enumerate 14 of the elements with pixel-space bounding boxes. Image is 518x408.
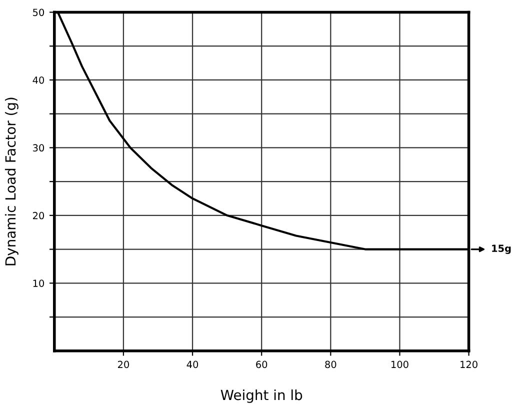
x-tick-label: 80 <box>325 360 336 368</box>
x-axis-title: Weight in lb <box>220 389 302 403</box>
y-tick-label: 20 <box>33 212 44 220</box>
x-tick-label: 20 <box>118 360 129 368</box>
x-tick-label: 60 <box>256 360 268 368</box>
y-tick-label: 40 <box>32 76 44 84</box>
y-tick-label: 50 <box>33 8 44 16</box>
x-tick-label: 120 <box>460 360 478 368</box>
x-tick-label: 40 <box>186 360 198 368</box>
y-tick-label: 30 <box>33 144 44 152</box>
y-axis-title: Dynamic Load Factor (g) <box>4 98 18 266</box>
y-tick-label: 10 <box>33 280 44 287</box>
annotation: 15g <box>492 244 511 254</box>
x-tick-label: 100 <box>392 360 408 368</box>
